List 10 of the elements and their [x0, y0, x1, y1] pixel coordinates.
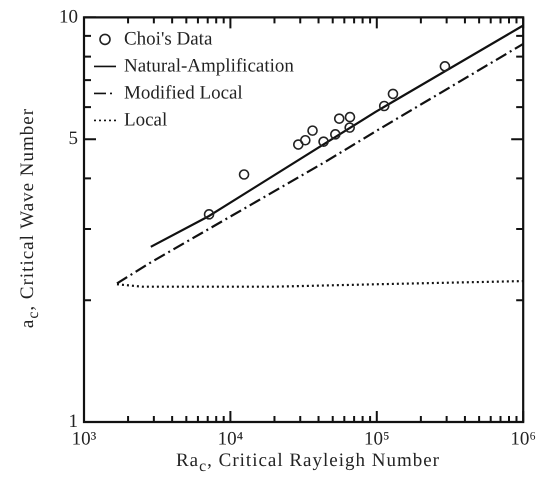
x-tick-label: 10⁵ — [364, 428, 390, 450]
y-tick-label: 5 — [68, 128, 78, 150]
x-axis-title: Ra$_{c}$, Critical Rayleigh Number — [175, 450, 441, 476]
legend-label: Choi's Data — [124, 28, 213, 50]
y-tick-label: 10 — [59, 6, 78, 28]
legend-label: Modified Local — [124, 82, 243, 104]
x-tick-label: 10⁴ — [218, 428, 244, 450]
legend-label: Natural-Amplification — [124, 55, 294, 76]
legend-label: Local — [124, 109, 168, 130]
x-tick-label: 10⁶ — [510, 428, 536, 450]
